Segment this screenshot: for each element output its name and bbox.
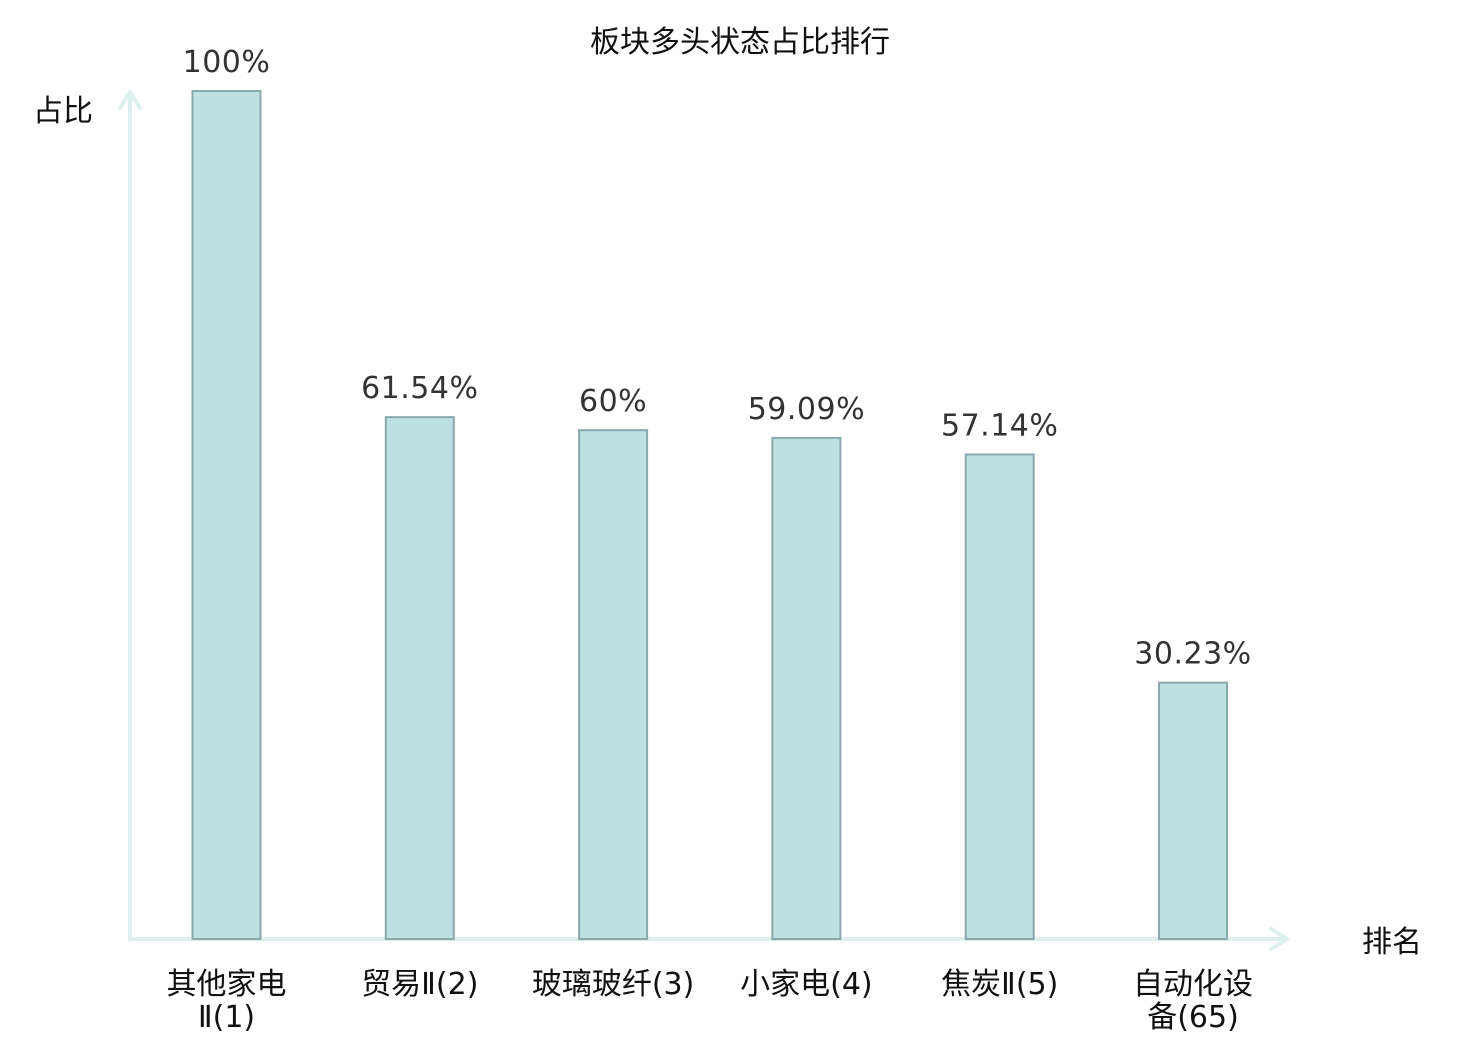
category-label-6-line-2: 备(65): [1147, 1000, 1239, 1035]
axes: [118, 90, 1289, 951]
x-axis-arrow-icon: [1269, 927, 1289, 951]
chart-title: 板块多头状态占比排行: [590, 25, 890, 60]
y-axis-arrow-icon: [118, 90, 142, 110]
bar-6: [1158, 681, 1228, 940]
value-label-4: 59.09%: [748, 392, 865, 427]
category-label-1-line-1: 其他家电: [167, 967, 287, 1002]
bar-1: [191, 90, 262, 940]
category-label-3: 玻璃玻纤(3): [532, 967, 695, 1002]
category-label-6-line-1: 自动化设: [1133, 967, 1253, 1002]
category-label-4: 小家电(4): [740, 967, 873, 1002]
value-label-6: 30.23%: [1134, 637, 1251, 672]
value-label-5: 57.14%: [941, 408, 1058, 443]
value-label-1: 100%: [183, 45, 271, 80]
value-label-2: 61.54%: [361, 371, 478, 406]
bar-4: [771, 436, 842, 940]
bar-5: [964, 453, 1035, 940]
bar-3: [578, 429, 649, 940]
bars: [191, 90, 1228, 940]
bar-2: [384, 416, 455, 940]
category-label-2: 贸易Ⅱ(2): [361, 967, 478, 1002]
value-labels: 100% 61.54% 60% 59.09% 57.14% 30.23%: [183, 45, 1252, 672]
category-label-5: 焦炭Ⅱ(5): [941, 967, 1058, 1002]
value-label-3: 60%: [579, 384, 647, 419]
y-axis-label: 占比: [33, 94, 93, 129]
x-axis-label: 排名: [1362, 925, 1422, 960]
category-label-1-line-2: Ⅱ(1): [198, 1000, 255, 1035]
